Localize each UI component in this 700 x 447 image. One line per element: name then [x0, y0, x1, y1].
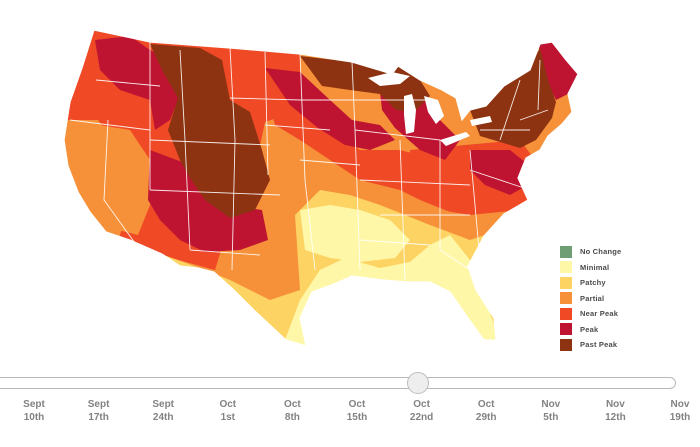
timeline-slider-track[interactable]	[0, 377, 676, 389]
timeline-tick-day: 1st	[220, 412, 236, 423]
timeline-tick[interactable]: Nov 19th	[650, 398, 700, 424]
legend-item: Patchy	[560, 275, 670, 290]
timeline-tick-month: Oct	[284, 399, 301, 410]
timeline-tick-month: Oct	[477, 399, 495, 410]
timeline-tick-day: 12th	[605, 412, 626, 423]
great-lakes	[368, 72, 492, 146]
timeline-tick-day: 19th	[669, 412, 691, 423]
foliage-map[interactable]	[0, 0, 700, 370]
legend-label: Partial	[580, 293, 605, 303]
timeline-tick-month: Oct	[413, 399, 430, 410]
legend-swatch	[560, 245, 572, 258]
timeline-tick[interactable]: Sept 24th	[133, 398, 193, 424]
region-past-peak-new-england	[470, 48, 556, 148]
legend-swatch	[560, 307, 572, 320]
legend: No Change Minimal Patchy Partial Near Peak Pe…	[560, 244, 670, 353]
legend-swatch	[560, 323, 572, 335]
timeline-tick-day: 24th	[152, 412, 174, 423]
timeline-tick-month: Oct	[348, 399, 366, 410]
lake-huron	[424, 96, 444, 124]
timeline-slider-handle[interactable]	[407, 372, 429, 394]
legend-item: Near Peak	[560, 306, 670, 321]
legend-swatch	[560, 292, 572, 304]
legend-item: Peak	[560, 322, 670, 337]
legend-item: Past Peak	[560, 337, 670, 352]
timeline-tick[interactable]: Oct 15th	[327, 398, 387, 424]
legend-label: Patchy	[580, 278, 606, 287]
region-minimal-central	[300, 205, 410, 262]
legend-swatch	[560, 261, 572, 273]
legend-item: Minimal	[560, 260, 670, 275]
timeline-tick-month: Nov	[670, 399, 690, 410]
timeline-tick-day: 22nd	[409, 412, 434, 423]
timeline-tick[interactable]: Nov 12th	[585, 398, 645, 424]
region-peak-mid-atlantic	[470, 150, 528, 195]
timeline-tick-day: 17th	[88, 412, 109, 423]
legend-swatch	[560, 338, 572, 351]
timeline-tick-month: Nov	[605, 399, 625, 410]
legend-label: No Change	[580, 247, 622, 256]
lake-superior	[368, 72, 410, 86]
timeline-tick[interactable]: Oct 29th	[456, 398, 516, 424]
timeline-tick-day: 10th	[23, 412, 45, 423]
state-borders	[69, 42, 549, 291]
timeline-tick[interactable]: Oct 1st	[198, 398, 258, 424]
timeline-tick[interactable]: Sept 17th	[69, 398, 129, 424]
region-peak-maine	[538, 42, 578, 100]
timeline-tick-month: Sept	[23, 399, 45, 410]
legend-swatch	[560, 276, 572, 289]
legend-item: Partial	[560, 291, 670, 306]
timeline-tick-month: Sept	[152, 399, 175, 410]
region-partial-nevada	[100, 125, 152, 235]
timeline-tick[interactable]: Oct 22nd	[392, 398, 452, 424]
region-past-peak-rockies	[150, 44, 270, 218]
region-partial-south	[280, 160, 520, 240]
timeline-tick[interactable]: Nov 5th	[521, 398, 581, 424]
timeline-tick-month: Nov	[541, 399, 561, 410]
us-foliage-map-svg[interactable]	[0, 0, 700, 370]
timeline-tick[interactable]: Sept 10th	[4, 398, 64, 424]
legend-label: Past Peak	[580, 340, 618, 349]
timeline-tick-day: 29th	[475, 412, 497, 423]
region-peak-northern-plains	[265, 68, 395, 150]
timeline-tick[interactable]: Oct 8th	[262, 398, 322, 424]
lake-ontario	[470, 116, 492, 126]
timeline-tick-month: Oct	[219, 399, 237, 410]
us-outline	[63, 29, 579, 347]
timeline-tick-day: 8th	[284, 412, 300, 423]
lake-erie	[440, 132, 470, 146]
timeline-tick-month: Sept	[87, 399, 110, 410]
region-past-peak-north-woods	[300, 56, 430, 112]
legend-label: Peak	[580, 324, 599, 334]
legend-label: Near Peak	[580, 309, 619, 318]
lake-michigan	[404, 94, 416, 134]
legend-item: No Change	[560, 244, 670, 259]
timeline-tick-day: 15th	[346, 412, 368, 423]
timeline-tick-day: 5th	[543, 412, 559, 423]
legend-label: Minimal	[580, 262, 610, 272]
